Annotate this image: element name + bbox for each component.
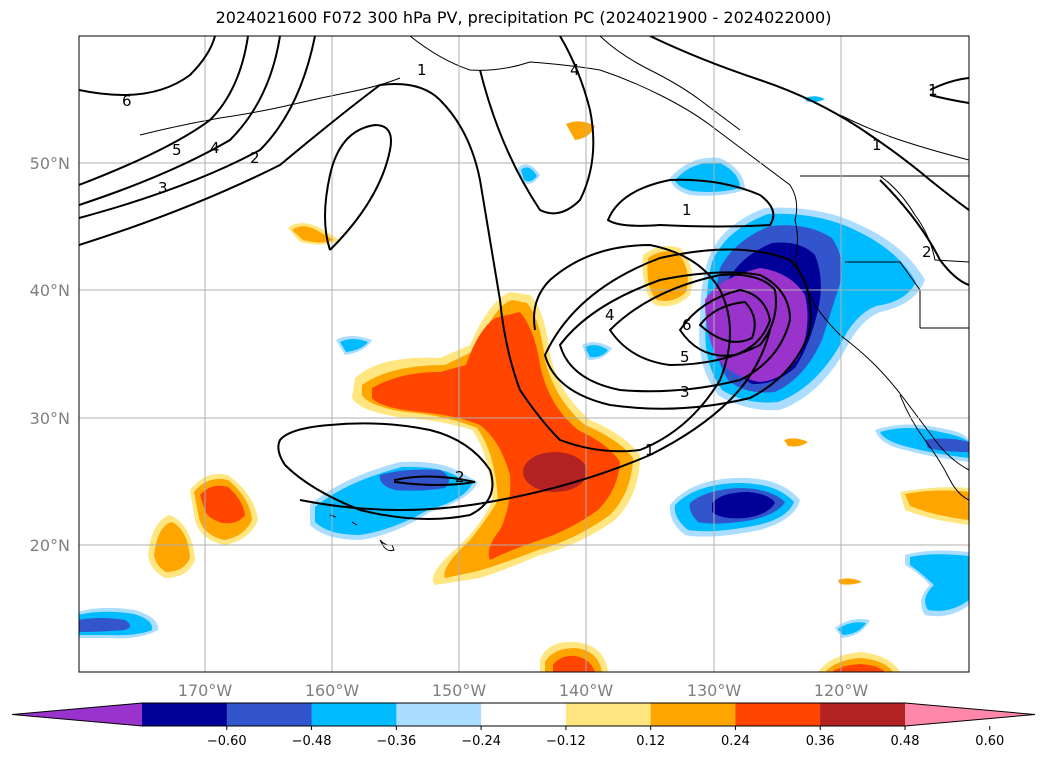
- pv-label-1-corner: 1: [928, 81, 938, 99]
- map-frame: [78, 35, 970, 673]
- colorbar-tick-label: 0.36: [806, 734, 835, 749]
- colorbar-tick-label: −0.36: [376, 734, 416, 749]
- map-content: 6 5 4 3 2 1 4 1 2 6 5 4 3 1 2 1 1: [79, 36, 969, 672]
- pv-label-1-south: 1: [645, 441, 655, 459]
- pv-label-6-west: 6: [122, 92, 132, 110]
- lon-label-120w: 120°W: [814, 681, 869, 700]
- pv-label-4-north: 4: [570, 61, 580, 79]
- lat-label-40n: 40°N: [30, 281, 70, 300]
- pv-label-1-center: 1: [682, 201, 692, 219]
- colorbar-extend-high: [905, 703, 1035, 726]
- lon-label-130w: 130°W: [687, 681, 742, 700]
- pv-label-3-low: 3: [680, 383, 690, 401]
- pv-label-5-low: 5: [680, 348, 690, 366]
- colorbar-extend-low: [12, 703, 142, 726]
- colorbar-segment: [226, 703, 313, 726]
- pv-contours: [79, 36, 969, 520]
- pv-label-1-north: 1: [417, 61, 427, 79]
- pv-label-2-east: 2: [922, 243, 932, 261]
- lat-label-50n: 50°N: [30, 154, 70, 173]
- pv-label-3-west: 3: [158, 179, 168, 197]
- colorbar-segment: [481, 703, 567, 726]
- lon-label-150w: 150°W: [432, 681, 487, 700]
- pv-label-6-low: 6: [682, 316, 692, 334]
- colorbar-segment: [650, 703, 736, 726]
- lon-label-140w: 140°W: [559, 681, 614, 700]
- latitude-labels: 50°N 40°N 30°N 20°N: [30, 154, 70, 555]
- pv-label-4-low: 4: [605, 306, 615, 324]
- colorbar-tick-label: −0.12: [546, 734, 586, 749]
- lon-label-160w: 160°W: [305, 681, 360, 700]
- colorbar-tick-label: 0.48: [891, 734, 920, 749]
- lat-label-20n: 20°N: [30, 536, 70, 555]
- colorbar: −0.60 −0.48 −0.36 −0.24 −0.12 0.12 0.24 0.36 0.4…: [11, 702, 1036, 749]
- colorbar-tick-label: −0.60: [207, 734, 247, 749]
- colorbar-segment: [565, 703, 652, 726]
- colorbar-tick-label: 0.24: [721, 734, 750, 749]
- longitude-labels: 170°W 160°W 150°W 140°W 130°W 120°W: [178, 681, 869, 700]
- pv-contour-labels: 6 5 4 3 2 1 4 1 2 6 5 4 3 1 2 1 1: [122, 61, 938, 486]
- colorbar-segment: [820, 703, 906, 726]
- colorbar-tick-label: −0.48: [292, 734, 332, 749]
- colorbar-outline: [11, 702, 1036, 727]
- lon-label-170w: 170°W: [178, 681, 233, 700]
- pv-label-2-west: 2: [250, 149, 260, 167]
- pv-label-2-subtropic: 2: [455, 468, 465, 486]
- colorbar-segment: [396, 703, 482, 726]
- figure-title: 2024021600 F072 300 hPa PV, precipitatio…: [215, 8, 832, 27]
- colorbar-tick-label: −0.24: [461, 734, 501, 749]
- pv-label-1-northeast: 1: [872, 136, 882, 154]
- lat-label-30n: 30°N: [30, 409, 70, 428]
- colorbar-segment: [735, 703, 821, 726]
- colorbar-tick-label: 0.60: [975, 734, 1004, 749]
- pv-label-4-west: 4: [210, 139, 220, 157]
- colorbar-segment: [311, 703, 397, 726]
- colorbar-segment: [142, 703, 228, 726]
- colorbar-tick-label: 0.12: [636, 734, 665, 749]
- coastlines: [139, 36, 969, 552]
- precip-positive-anomalies: [148, 121, 969, 672]
- pv-label-5-west: 5: [172, 141, 182, 159]
